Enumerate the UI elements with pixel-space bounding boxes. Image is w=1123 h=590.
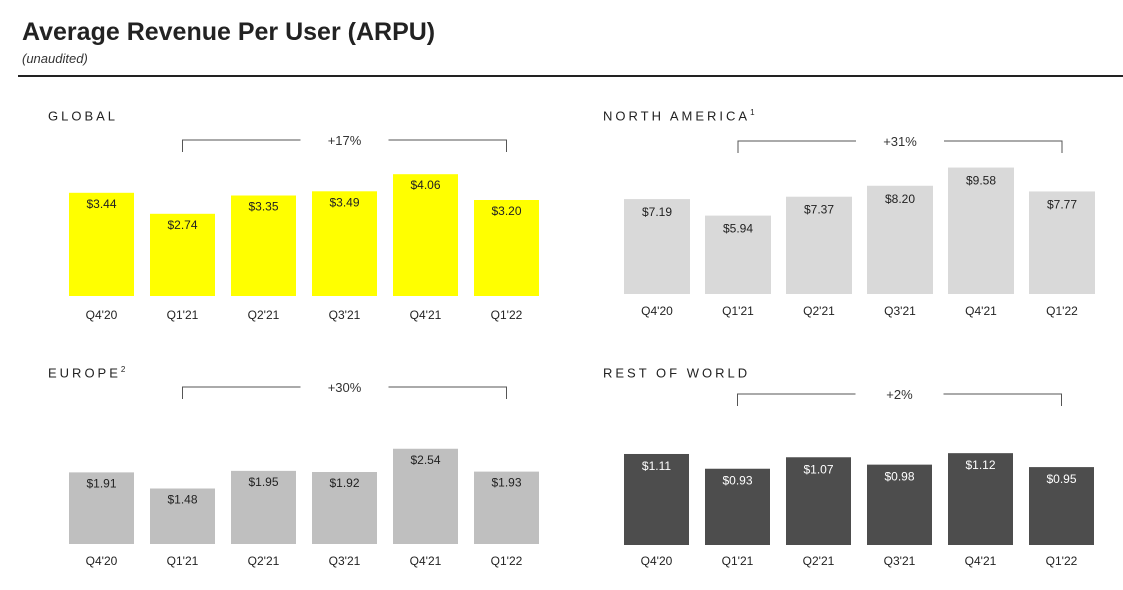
category-label: Q4'21 bbox=[965, 554, 997, 568]
category-label: Q1'21 bbox=[722, 554, 754, 568]
bar bbox=[624, 199, 690, 294]
bar bbox=[786, 457, 851, 545]
bar-chart: $1.91 Q4'20 $1.48 Q1'21 $1.95 Q2'21 $1.92 Q3'21… bbox=[69, 380, 539, 568]
category-label: Q1'22 bbox=[1046, 554, 1078, 568]
category-label: Q4'21 bbox=[965, 304, 997, 318]
bar bbox=[948, 453, 1013, 545]
bar bbox=[867, 464, 932, 545]
bar-value-label: $1.11 bbox=[642, 459, 671, 473]
region-label: REST OF WORLD bbox=[603, 365, 751, 381]
category-label: Q1'21 bbox=[167, 308, 199, 322]
page-subtitle: (unaudited) bbox=[22, 51, 88, 66]
bar-value-label: $7.37 bbox=[804, 203, 834, 217]
bar-value-label: $4.06 bbox=[410, 178, 440, 192]
bar bbox=[312, 191, 377, 296]
region-label: GLOBAL bbox=[48, 108, 119, 124]
growth-label: +30% bbox=[328, 380, 362, 395]
bar bbox=[393, 448, 458, 544]
category-label: Q1'22 bbox=[491, 308, 523, 322]
bar bbox=[1029, 191, 1095, 294]
bar-value-label: $3.20 bbox=[491, 204, 521, 218]
chart-panel-north-america: NORTH AMERICA1 $7.19 Q4'20 $5.94 Q1'21 $7.37… bbox=[603, 108, 1123, 333]
chart-panel-rest-of-world: REST OF WORLD $1.11 Q4'20 $0.93 Q1'21 $1.07 Q… bbox=[603, 365, 1123, 590]
bar-value-label: $1.12 bbox=[965, 458, 995, 472]
bar bbox=[231, 470, 296, 544]
category-label: Q1'21 bbox=[722, 304, 754, 318]
category-label: Q2'21 bbox=[803, 554, 835, 568]
bar bbox=[312, 472, 377, 544]
category-label: Q4'20 bbox=[86, 308, 118, 322]
region-label: NORTH AMERICA1 bbox=[603, 108, 755, 124]
category-label: Q3'21 bbox=[884, 554, 916, 568]
bar-chart: $3.44 Q4'20 $2.74 Q1'21 $3.35 Q2'21 $3.49 Q3'21… bbox=[69, 133, 539, 322]
category-label: Q2'21 bbox=[803, 304, 835, 318]
bar-value-label: $7.77 bbox=[1047, 197, 1077, 211]
category-label: Q3'21 bbox=[884, 304, 916, 318]
growth-bracket bbox=[737, 393, 1062, 406]
title-divider bbox=[18, 75, 1123, 77]
bar bbox=[150, 488, 215, 544]
bar-value-label: $1.07 bbox=[803, 462, 833, 476]
bar bbox=[705, 468, 770, 545]
bar-value-label: $5.94 bbox=[723, 222, 753, 236]
category-label: Q4'21 bbox=[410, 554, 442, 568]
growth-bracket bbox=[182, 386, 507, 399]
category-label: Q1'22 bbox=[1046, 304, 1078, 318]
category-label: Q1'21 bbox=[167, 554, 199, 568]
bar-value-label: $7.19 bbox=[642, 205, 672, 219]
category-label: Q3'21 bbox=[329, 554, 361, 568]
bar-value-label: $1.48 bbox=[167, 493, 197, 507]
bar-value-label: $9.58 bbox=[966, 174, 996, 188]
bar bbox=[705, 215, 771, 294]
bar bbox=[867, 185, 933, 294]
category-label: Q1'22 bbox=[491, 554, 523, 568]
bar bbox=[393, 174, 458, 296]
chart-panel-global: GLOBAL $3.44 Q4'20 $2.74 Q1'21 $3.35 Q2'21 $3.… bbox=[48, 108, 568, 333]
bar-value-label: $2.54 bbox=[410, 453, 440, 467]
category-label: Q4'20 bbox=[86, 554, 118, 568]
category-label: Q2'21 bbox=[248, 554, 280, 568]
bar bbox=[786, 196, 852, 294]
bar-value-label: $2.74 bbox=[167, 218, 197, 232]
bar-value-label: $0.98 bbox=[884, 470, 914, 484]
bar-value-label: $3.35 bbox=[248, 200, 278, 214]
category-label: Q4'20 bbox=[641, 304, 673, 318]
bar-chart: $7.19 Q4'20 $5.94 Q1'21 $7.37 Q2'21 $8.20 Q3'21… bbox=[624, 134, 1095, 318]
chart-panel-europe: EUROPE2 $1.91 Q4'20 $1.48 Q1'21 $1.95 Q2'21 $1… bbox=[48, 365, 568, 590]
bar bbox=[474, 200, 539, 296]
bar-value-label: $1.92 bbox=[329, 476, 359, 490]
bar-value-label: $1.93 bbox=[491, 476, 521, 490]
bar-value-label: $3.49 bbox=[329, 195, 359, 209]
bar-value-label: $0.93 bbox=[722, 474, 752, 488]
growth-label: +31% bbox=[883, 134, 917, 149]
growth-label: +2% bbox=[886, 387, 913, 402]
bar bbox=[231, 195, 296, 296]
growth-bracket bbox=[737, 140, 1063, 153]
bar-value-label: $3.44 bbox=[86, 197, 116, 211]
bar bbox=[948, 167, 1014, 294]
bar-value-label: $8.20 bbox=[885, 192, 915, 206]
growth-bracket bbox=[182, 139, 507, 152]
category-label: Q4'21 bbox=[410, 308, 442, 322]
bar-value-label: $1.91 bbox=[86, 476, 116, 490]
bar-value-label: $0.95 bbox=[1046, 472, 1076, 486]
category-label: Q3'21 bbox=[329, 308, 361, 322]
bar-value-label: $1.95 bbox=[248, 475, 278, 489]
bar-chart: $1.11 Q4'20 $0.93 Q1'21 $1.07 Q2'21 $0.98 Q3'21… bbox=[624, 387, 1094, 568]
page-title: Average Revenue Per User (ARPU) bbox=[22, 18, 436, 46]
bar bbox=[150, 213, 215, 296]
region-label: EUROPE2 bbox=[48, 365, 126, 381]
bar bbox=[69, 472, 134, 544]
bar bbox=[624, 453, 689, 545]
category-label: Q4'20 bbox=[641, 554, 673, 568]
bar bbox=[1029, 467, 1094, 545]
bar bbox=[474, 471, 539, 544]
category-label: Q2'21 bbox=[248, 308, 280, 322]
growth-label: +17% bbox=[328, 133, 362, 148]
bar bbox=[69, 192, 134, 296]
